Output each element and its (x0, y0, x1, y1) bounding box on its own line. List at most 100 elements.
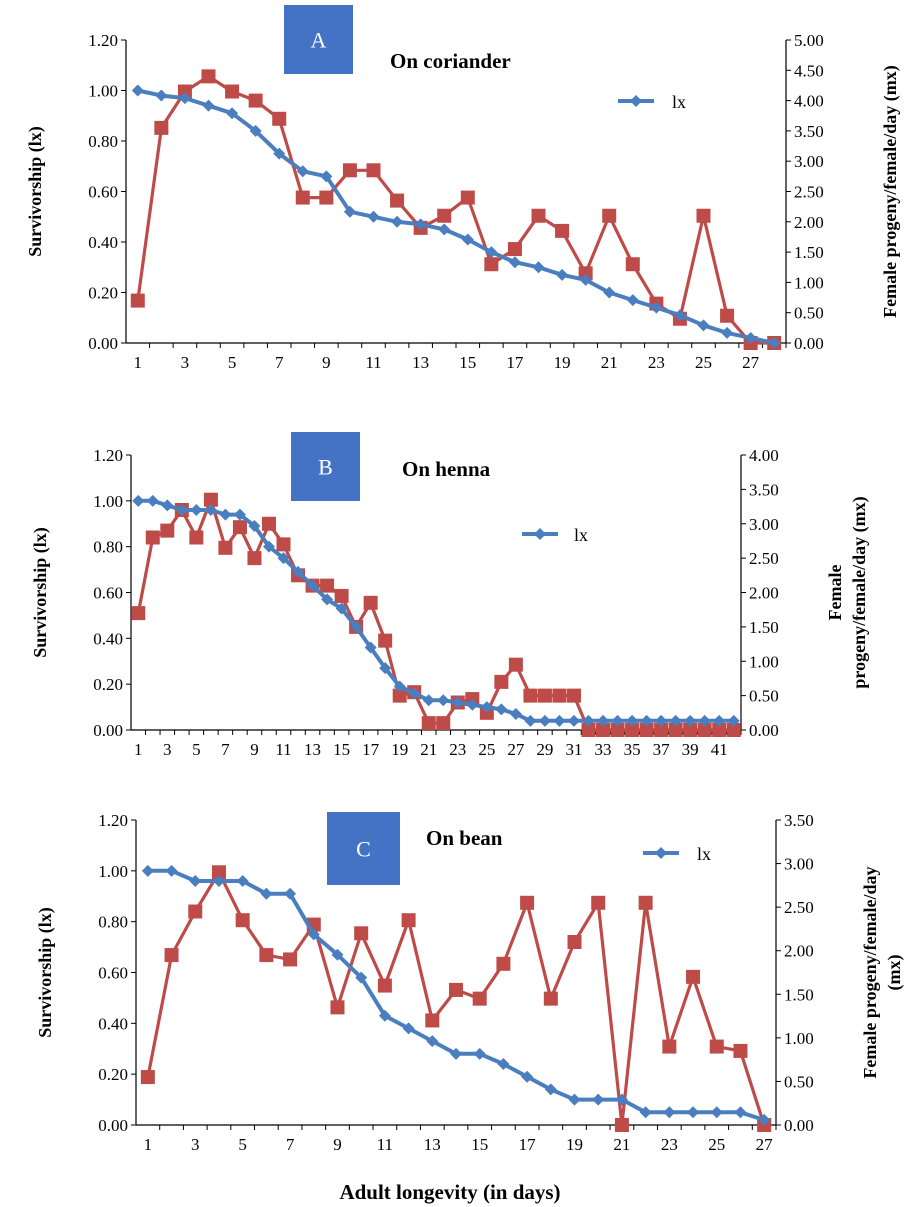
x-tick-label: 15 (459, 353, 476, 372)
right-y-tick-label: 1.00 (784, 1029, 814, 1048)
lx-point (687, 1106, 700, 1119)
left-y-tick-label: 1.20 (88, 31, 118, 50)
mx-point (625, 257, 640, 272)
lx-point (204, 504, 217, 516)
left-y-tick-label: 0.20 (98, 1065, 128, 1084)
left-y-tick-label: 1.00 (93, 492, 123, 511)
mx-point (602, 208, 617, 223)
mx-point (392, 688, 407, 703)
lx-point (284, 887, 297, 900)
x-tick-label: 27 (756, 1135, 774, 1154)
mx-point (363, 595, 378, 610)
mx-point (567, 935, 582, 949)
mx-point (496, 956, 511, 971)
lx-point (320, 170, 333, 183)
x-tick-label: 19 (566, 1135, 583, 1154)
lx-point (355, 971, 368, 984)
lx-point (727, 714, 740, 727)
right-y-tick-label: 0.50 (794, 304, 824, 323)
lx-point (335, 602, 348, 615)
mx-point (520, 895, 535, 910)
mx-point (201, 69, 216, 84)
legend-label: lx (672, 92, 686, 112)
lx-point (175, 504, 188, 516)
mx-point (188, 904, 203, 919)
right-y-axis-title: Female progeny/female/day (mx) (880, 65, 901, 318)
lx-point (307, 928, 320, 941)
x-tick-label: 23 (449, 740, 466, 759)
lx-point (611, 714, 624, 727)
right-y-tick-label: 5.00 (794, 31, 824, 50)
lx-point (524, 714, 537, 727)
mx-point (354, 926, 369, 941)
mx-point (145, 530, 160, 545)
lx-point (592, 1093, 605, 1106)
lx-point (141, 864, 154, 877)
lx-point (673, 309, 686, 322)
panel-letter: B (318, 455, 333, 480)
mx-point (625, 723, 640, 737)
x-tick-label: 9 (333, 1135, 342, 1154)
lx-point (378, 1009, 391, 1022)
mx-point (638, 895, 653, 910)
mx-point (272, 111, 287, 126)
x-tick-label: 21 (420, 740, 437, 759)
lx-point (466, 698, 479, 711)
x-tick-label: 25 (708, 1135, 725, 1154)
lx-point (461, 233, 474, 246)
mx-point (494, 674, 509, 689)
lx-point (582, 714, 595, 727)
x-tick-label: 17 (506, 353, 524, 372)
lx-point (451, 696, 464, 709)
x-tick-label: 7 (221, 740, 230, 759)
right-y-axis-title-line: (mx) (884, 955, 905, 991)
mx-point (154, 120, 169, 135)
lx-point (248, 520, 261, 533)
x-tick-label: 17 (362, 740, 380, 759)
left-y-tick-label: 0.40 (93, 629, 123, 648)
mx-point (248, 93, 263, 108)
left-y-tick-label: 0.40 (98, 1014, 128, 1033)
x-tick-label: 21 (601, 353, 618, 372)
lx-point (146, 494, 159, 507)
mx-point (662, 1039, 677, 1054)
x-tick-label: 13 (412, 353, 429, 372)
lx-point (178, 92, 191, 105)
x-tick-label: 3 (191, 1135, 200, 1154)
lx-point (626, 294, 639, 307)
lx-point (393, 680, 406, 693)
right-y-tick-label: 1.00 (749, 652, 779, 671)
lx-point (768, 337, 781, 349)
x-tick-label: 9 (322, 353, 331, 372)
mx-point (218, 540, 233, 555)
left-y-tick-label: 0.40 (88, 233, 118, 252)
right-y-tick-label: 3.00 (794, 152, 824, 171)
lx-point (597, 714, 610, 727)
lx-point (212, 875, 225, 887)
x-tick-label: 11 (365, 353, 381, 372)
mx-point (421, 716, 436, 731)
lx-point (734, 1106, 747, 1119)
right-y-tick-label: 3.00 (749, 515, 779, 534)
lx-point (296, 165, 309, 178)
mx-point (591, 895, 606, 910)
lx-point (321, 593, 334, 606)
mx-point (472, 991, 487, 1006)
mx-point (247, 551, 262, 566)
x-tick-label: 11 (377, 1135, 393, 1154)
right-y-tick-label: 2.00 (794, 213, 824, 232)
lx-point (426, 1035, 439, 1048)
lx-point (640, 714, 653, 727)
lx-point (391, 215, 404, 228)
mx-point (283, 952, 298, 967)
lx-point (350, 620, 363, 633)
mx-point (484, 257, 499, 272)
mx-point (523, 688, 538, 703)
mx-point (726, 723, 741, 737)
lx-point (473, 1047, 486, 1060)
lx-point (713, 714, 726, 727)
left-y-tick-label: 0.20 (88, 284, 118, 303)
lx-point (161, 499, 174, 512)
mx-point (720, 308, 735, 323)
